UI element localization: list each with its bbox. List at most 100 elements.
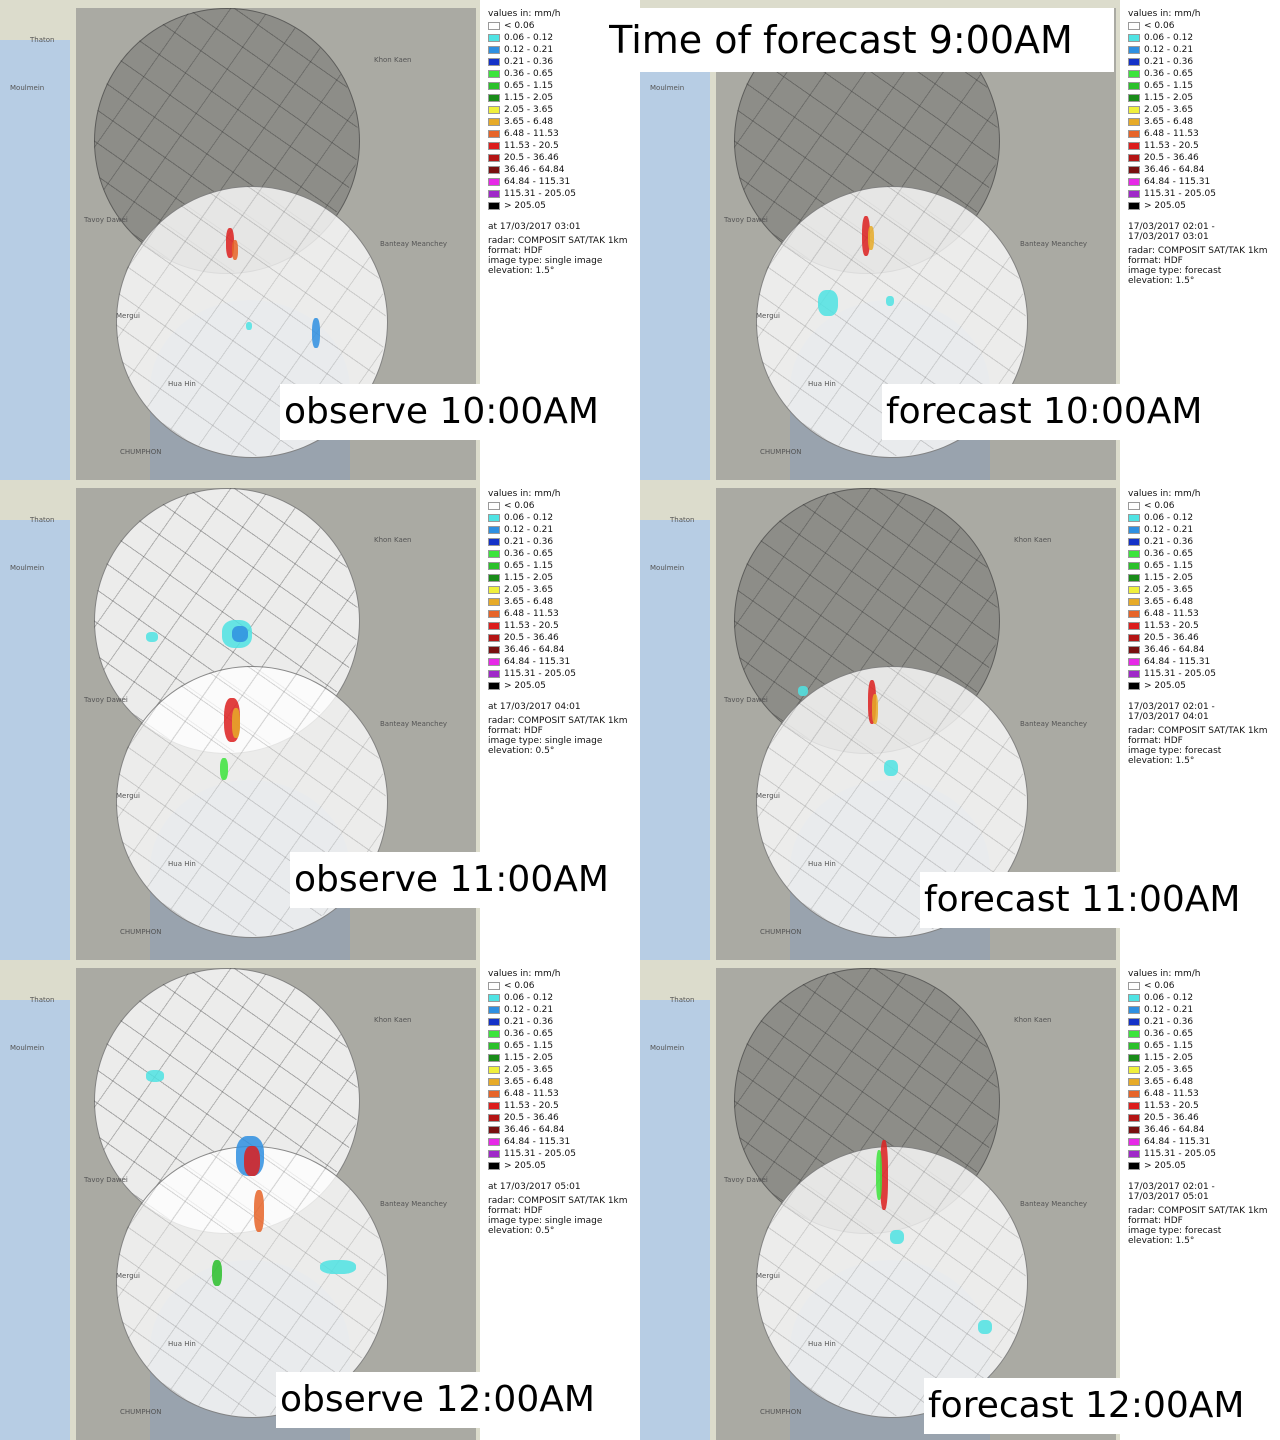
legend-entry: > 205.05	[488, 1160, 638, 1172]
legend-entry: 0.36 - 0.65	[1128, 68, 1278, 80]
legend-entry: 2.05 - 3.65	[488, 104, 638, 116]
legend-label: 115.31 - 205.05	[504, 669, 576, 679]
legend-swatch	[1128, 1006, 1140, 1014]
legend-label: 115.31 - 205.05	[1144, 1149, 1216, 1159]
map-place-label: Thaton	[30, 516, 55, 524]
legend-swatch	[488, 94, 500, 102]
legend-swatch	[1128, 610, 1140, 618]
radar-panel: Thaton Moulmein Tavoy Dawei Mergui Hua Hin Kh…	[640, 480, 1280, 960]
elevation: elevation: 1.5°	[1128, 756, 1195, 766]
legend-label: 11.53 - 20.5	[504, 1101, 559, 1111]
legend-label: 0.65 - 1.15	[1144, 561, 1194, 571]
legend-entry: 0.65 - 1.15	[1128, 1040, 1278, 1052]
legend-label: 11.53 - 20.5	[1144, 1101, 1199, 1111]
legend-label: 0.12 - 0.21	[1144, 525, 1194, 535]
legend-swatch	[1128, 502, 1140, 510]
radar-source: radar: COMPOSIT SAT/TAK 1km	[1128, 726, 1268, 736]
legend-label: 115.31 - 205.05	[504, 189, 576, 199]
file-format: format: HDF	[488, 1206, 543, 1216]
legend-entry: 0.65 - 1.15	[488, 1040, 638, 1052]
legend-label: 11.53 - 20.5	[1144, 621, 1199, 631]
map-place-label: Mergui	[116, 1272, 140, 1280]
legend-label: 0.21 - 0.36	[504, 537, 554, 547]
legend-swatch	[1128, 166, 1140, 174]
legend-entry: > 205.05	[1128, 1160, 1278, 1172]
legend-entry: 0.65 - 1.15	[1128, 80, 1278, 92]
legend-swatch	[488, 178, 500, 186]
legend-label: > 205.05	[1144, 1161, 1186, 1171]
time-range-line1: 17/03/2017 02:01 -	[1128, 1182, 1215, 1192]
legend-swatch	[1128, 634, 1140, 642]
time-range-line2: 17/03/2017 04:01	[1128, 712, 1209, 722]
legend-entry: 20.5 - 36.46	[1128, 1112, 1278, 1124]
legend-entry: 2.05 - 3.65	[1128, 104, 1278, 116]
time-range-line2: 17/03/2017 03:01	[1128, 232, 1209, 242]
precipitation-echo	[862, 216, 870, 256]
legend-swatch	[1128, 1030, 1140, 1038]
legend-entry: 64.84 - 115.31	[1128, 176, 1278, 188]
legend-title: values in: mm/h	[488, 969, 561, 979]
precipitation-echo	[890, 1230, 904, 1244]
precipitation-echo	[220, 758, 228, 780]
image-type: image type: forecast	[1128, 266, 1222, 276]
legend-swatch	[488, 166, 500, 174]
legend-label: < 0.06	[504, 21, 535, 31]
map-place-label: Tavoy Dawei	[84, 696, 128, 704]
legend-swatch	[488, 670, 500, 678]
legend-swatch	[1128, 1126, 1140, 1134]
map-place-label: Moulmein	[650, 564, 685, 572]
map-place-label: Mergui	[756, 1272, 780, 1280]
legend-entry: 36.46 - 64.84	[1128, 644, 1278, 656]
map-place-label: CHUMPHON	[760, 448, 802, 456]
map-place-label: Khon Kaen	[1014, 536, 1052, 544]
precipitation-echo	[246, 322, 252, 330]
legend-swatch	[1128, 106, 1140, 114]
legend-label: 0.06 - 0.12	[504, 513, 554, 523]
legend-entry: < 0.06	[488, 20, 638, 32]
legend-entry: 11.53 - 20.5	[1128, 620, 1278, 632]
legend-entry: 115.31 - 205.05	[1128, 188, 1278, 200]
map-place-label: Hua Hin	[808, 860, 836, 868]
legend-swatch	[488, 1030, 500, 1038]
legend-title: values in: mm/h	[1128, 489, 1201, 499]
legend-swatch	[488, 1018, 500, 1026]
map-place-label: Tavoy Dawei	[724, 696, 768, 704]
legend-label: 6.48 - 11.53	[504, 129, 559, 139]
legend-swatch	[488, 34, 500, 42]
legend-label: 64.84 - 115.31	[1144, 177, 1211, 187]
radar-panel: Thaton Moulmein Tavoy Dawei Mergui Hua Hin Kh…	[640, 960, 1280, 1440]
image-type: image type: forecast	[1128, 746, 1222, 756]
legend-entry: 115.31 - 205.05	[488, 668, 638, 680]
legend-swatch	[488, 502, 500, 510]
elevation: elevation: 1.5°	[488, 266, 555, 276]
legend-label: 0.12 - 0.21	[504, 45, 554, 55]
legend-swatch	[1128, 70, 1140, 78]
precipitation-echo	[254, 1190, 264, 1232]
legend-swatch	[1128, 190, 1140, 198]
legend-swatch	[1128, 154, 1140, 162]
legend-label: 36.46 - 64.84	[1144, 1125, 1205, 1135]
legend-entry: > 205.05	[1128, 680, 1278, 692]
precipitation-legend: values in: mm/h < 0.06 0.06 - 0.12 0.12 …	[488, 488, 638, 756]
map-place-label: Tavoy Dawei	[724, 1176, 768, 1184]
legend-swatch	[488, 1102, 500, 1110]
legend-label: < 0.06	[1144, 501, 1175, 511]
legend-swatch	[1128, 526, 1140, 534]
legend-swatch	[1128, 574, 1140, 582]
image-type: image type: forecast	[1128, 1226, 1222, 1236]
legend-label: 0.65 - 1.15	[504, 561, 554, 571]
legend-label: 0.12 - 0.21	[504, 525, 554, 535]
precipitation-echo	[232, 626, 248, 642]
legend-swatch	[1128, 994, 1140, 1002]
panel-caption: observe 11:00AM	[290, 852, 613, 908]
legend-label: 0.36 - 0.65	[1144, 549, 1194, 559]
radar-source: radar: COMPOSIT SAT/TAK 1km	[488, 236, 628, 246]
legend-swatch	[1128, 202, 1140, 210]
precipitation-legend: values in: mm/h < 0.06 0.06 - 0.12 0.12 …	[1128, 8, 1278, 286]
time-range-line1: at 17/03/2017 03:01	[488, 222, 581, 232]
legend-entry: > 205.05	[488, 680, 638, 692]
legend-entry: 6.48 - 11.53	[488, 128, 638, 140]
legend-swatch	[1128, 514, 1140, 522]
legend-label: 0.21 - 0.36	[504, 1017, 554, 1027]
elevation: elevation: 1.5°	[1128, 1236, 1195, 1246]
